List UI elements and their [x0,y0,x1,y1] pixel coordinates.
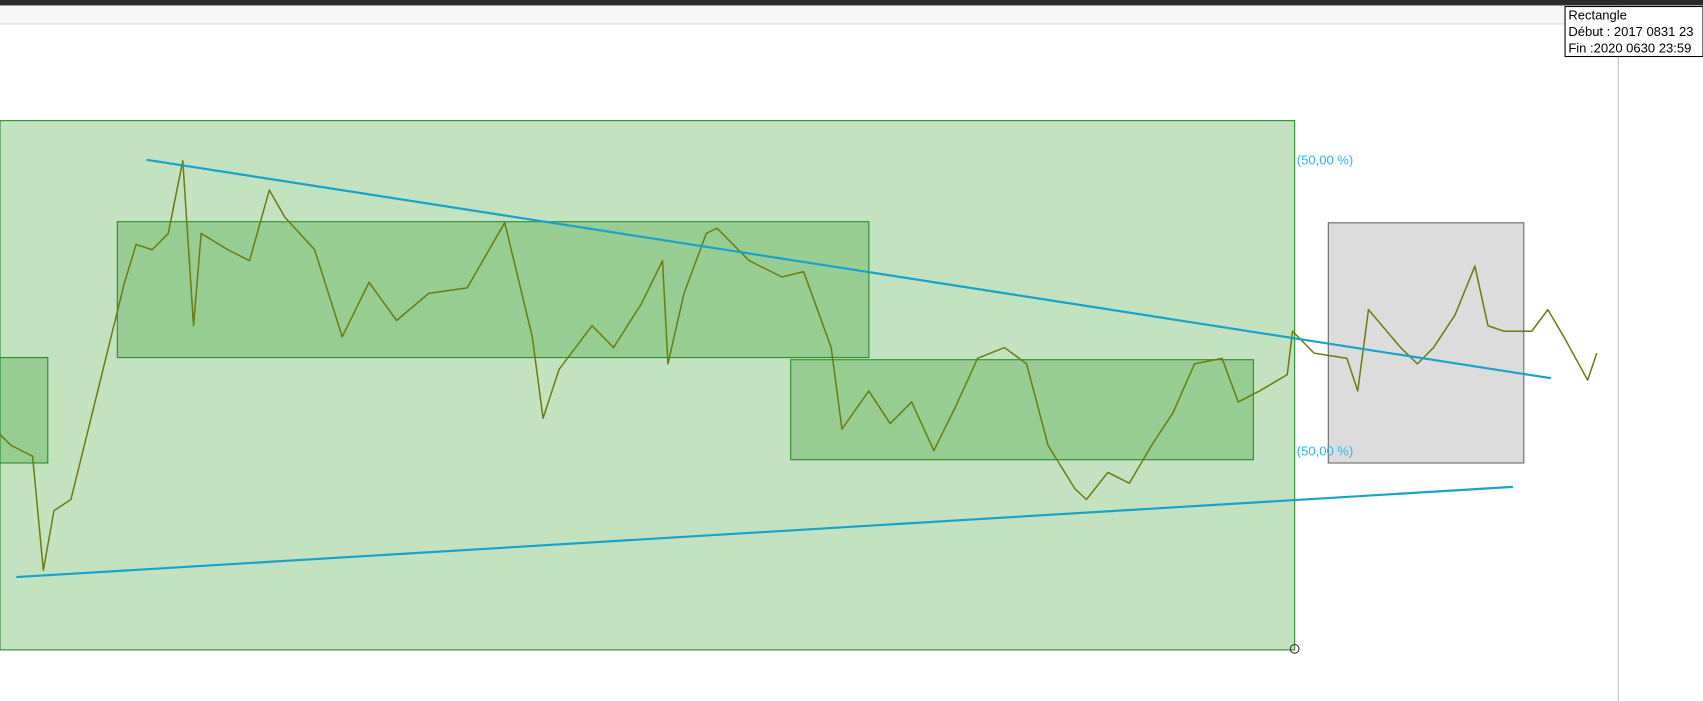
date-strip [0,0,1619,24]
anchor-handle [1289,643,1300,654]
trend-line [16,485,1513,579]
info-title: Rectangle [1568,8,1627,23]
trend-line [146,158,1552,380]
info-end: Fin :2020 0630 23:59 [1568,40,1691,55]
fib-label: (50,00 %) [1297,444,1353,459]
zone-rectangle [790,359,1254,461]
toolbar [0,0,1703,6]
info-start: Début : 2017 0831 23 [1568,24,1693,39]
fib-label: (50,00 %) [1297,152,1353,167]
info-box [1564,5,1703,58]
selection-rectangle [1327,222,1525,464]
zone-rectangle [0,357,49,464]
price-line [0,159,1598,572]
y-axis-panel [1618,23,1703,701]
plot [0,159,1598,572]
